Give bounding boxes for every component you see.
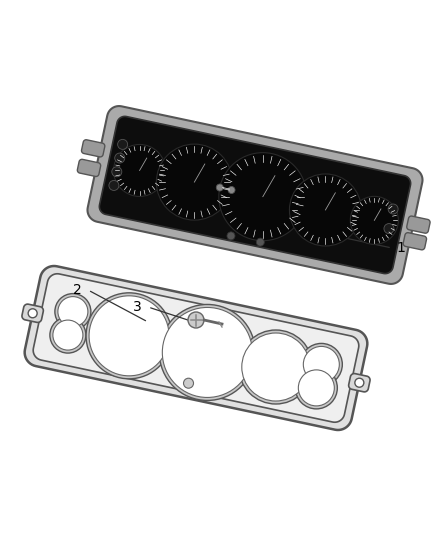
- Text: 3: 3: [133, 300, 142, 314]
- Circle shape: [28, 309, 37, 318]
- Circle shape: [239, 330, 313, 404]
- Circle shape: [159, 304, 255, 400]
- Text: 1: 1: [396, 241, 405, 255]
- Polygon shape: [33, 274, 359, 422]
- Circle shape: [156, 144, 232, 220]
- Circle shape: [112, 167, 122, 177]
- Circle shape: [184, 378, 194, 388]
- Circle shape: [227, 232, 235, 240]
- Polygon shape: [25, 266, 367, 430]
- Polygon shape: [403, 233, 427, 250]
- Circle shape: [115, 153, 125, 163]
- Circle shape: [86, 293, 172, 379]
- Circle shape: [228, 187, 235, 193]
- Circle shape: [300, 343, 343, 385]
- Circle shape: [355, 378, 364, 387]
- Polygon shape: [88, 106, 423, 284]
- Circle shape: [290, 174, 361, 246]
- Polygon shape: [407, 216, 430, 233]
- Circle shape: [216, 184, 223, 191]
- Circle shape: [350, 196, 398, 244]
- Circle shape: [50, 317, 86, 353]
- Circle shape: [55, 294, 91, 329]
- Circle shape: [118, 139, 127, 149]
- Circle shape: [298, 370, 334, 406]
- Circle shape: [162, 308, 252, 398]
- Circle shape: [113, 144, 166, 197]
- Circle shape: [89, 296, 169, 376]
- Circle shape: [304, 346, 339, 382]
- Polygon shape: [81, 140, 105, 157]
- Polygon shape: [99, 116, 410, 273]
- Circle shape: [242, 333, 310, 401]
- Circle shape: [188, 312, 204, 328]
- Circle shape: [384, 223, 394, 233]
- Polygon shape: [349, 374, 370, 392]
- Circle shape: [388, 204, 398, 214]
- Circle shape: [256, 238, 264, 246]
- Polygon shape: [22, 304, 43, 322]
- Circle shape: [295, 367, 337, 409]
- Polygon shape: [210, 176, 241, 201]
- Circle shape: [109, 181, 119, 190]
- Circle shape: [219, 152, 307, 241]
- Circle shape: [58, 296, 88, 327]
- Polygon shape: [78, 159, 101, 176]
- Circle shape: [53, 320, 83, 350]
- Text: 2: 2: [73, 283, 82, 297]
